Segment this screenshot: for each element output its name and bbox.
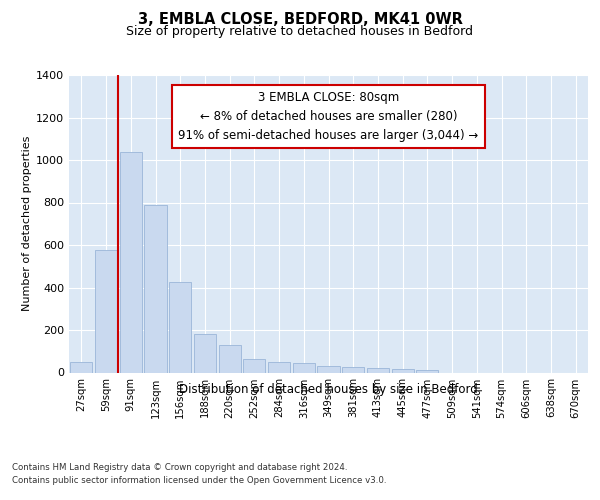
- Bar: [416, 370, 439, 372]
- Text: 3 EMBLA CLOSE: 80sqm
← 8% of detached houses are smaller (280)
91% of semi-detac: 3 EMBLA CLOSE: 80sqm ← 8% of detached ho…: [178, 92, 479, 142]
- Text: Distribution of detached houses by size in Bedford: Distribution of detached houses by size …: [179, 382, 478, 396]
- Bar: [169, 282, 191, 372]
- Bar: [243, 358, 265, 372]
- Text: Contains public sector information licensed under the Open Government Licence v3: Contains public sector information licen…: [12, 476, 386, 485]
- Bar: [317, 366, 340, 372]
- Y-axis label: Number of detached properties: Number of detached properties: [22, 136, 32, 312]
- Bar: [95, 250, 117, 372]
- Bar: [342, 367, 364, 372]
- Bar: [392, 370, 414, 372]
- Bar: [218, 345, 241, 372]
- Bar: [70, 362, 92, 372]
- Text: Size of property relative to detached houses in Bedford: Size of property relative to detached ho…: [127, 25, 473, 38]
- Text: 3, EMBLA CLOSE, BEDFORD, MK41 0WR: 3, EMBLA CLOSE, BEDFORD, MK41 0WR: [137, 12, 463, 28]
- Text: Contains HM Land Registry data © Crown copyright and database right 2024.: Contains HM Land Registry data © Crown c…: [12, 462, 347, 471]
- Bar: [145, 204, 167, 372]
- Bar: [293, 363, 315, 372]
- Bar: [194, 334, 216, 372]
- Bar: [119, 152, 142, 372]
- Bar: [268, 362, 290, 372]
- Bar: [367, 368, 389, 372]
